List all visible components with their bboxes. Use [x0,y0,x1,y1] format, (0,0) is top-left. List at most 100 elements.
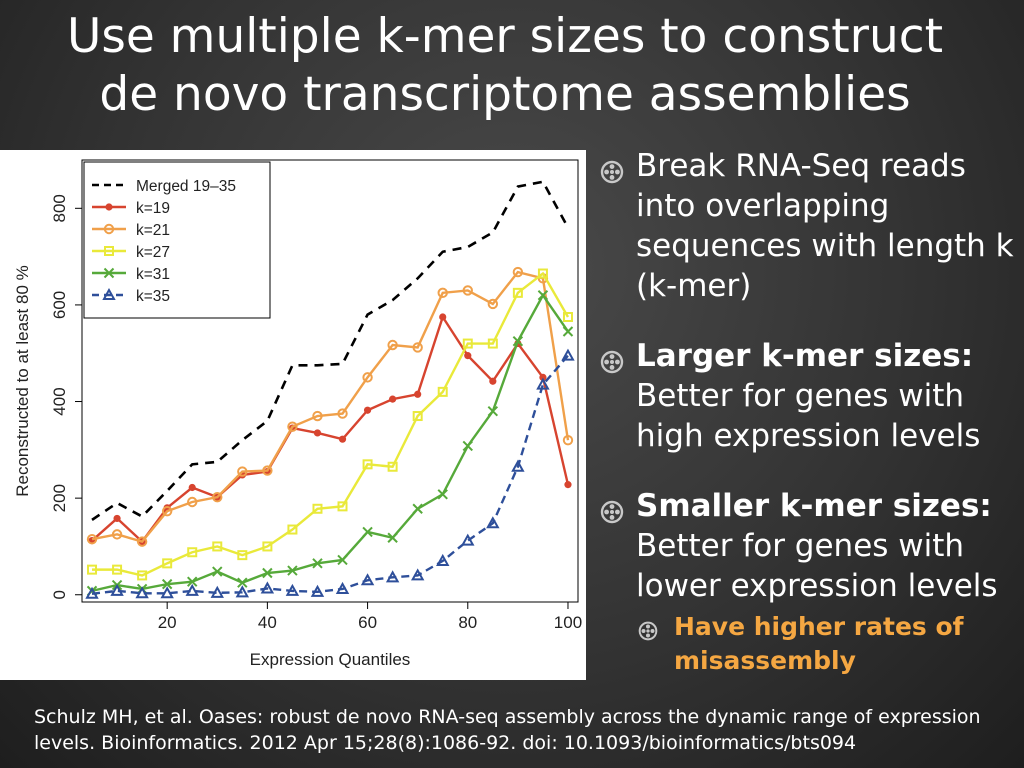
series-line [91,292,569,593]
data-point [210,585,224,598]
legend-entry: k=27 [92,244,170,261]
bullet-bold-text: Larger k-mer sizes: [636,338,974,374]
chart-svg: 20 40 60 80 100 0 200 400 600 800 Expression Quant… [13,159,582,669]
series-line [91,354,569,595]
data-point [489,377,497,385]
bullet-list: Break RNA-Seq reads into overlapping seq… [598,146,1018,678]
data-point [387,461,398,472]
data-point [487,298,499,310]
data-point [562,434,574,446]
film-reel-icon [638,616,658,650]
line-chart: 20 40 60 80 100 0 200 400 600 800 Expression Quant… [0,150,586,680]
data-point [160,586,174,599]
data-point [312,558,323,569]
legend-marker [103,267,115,279]
data-point [412,503,423,514]
data-point [86,534,98,545]
data-point [136,536,148,547]
data-point [562,311,573,322]
bullet-item: Smaller k-mer sizes: Better for genes wi… [598,486,1018,606]
data-point [362,526,373,538]
data-point [511,459,525,472]
y-tick-label: 200 [50,484,69,512]
bullet-text: Break RNA-Seq reads into overlapping seq… [636,148,1014,304]
data-point [537,290,549,301]
x-tick-label: 80 [458,613,477,632]
data-point [237,550,248,561]
sub-bullet-text: Have higher rates of misassembly [674,612,964,675]
series-0 [91,180,570,521]
legend-entry: k=19 [92,200,170,217]
data-point [412,342,423,353]
series-line [91,180,570,521]
legend-entry: k=31 [92,266,170,283]
citation: Schulz MH, et al. Oases: robust de novo … [34,706,981,754]
data-point [537,268,548,279]
legend-marker [102,287,116,300]
data-point [235,585,250,598]
x-tick-label: 60 [358,613,377,632]
series-line [92,271,570,577]
chart-legend: Merged 19–35 k=19 k=21 k=27 k=31 k=35 [83,161,271,319]
data-point [262,465,273,476]
data-point [135,586,149,599]
data-point [436,553,450,566]
data-point [137,570,148,581]
data-point [237,577,248,588]
series-line [91,314,570,544]
y-tick-label: 0 [50,590,69,599]
data-point [462,338,473,349]
data-point [112,564,123,575]
data-point [512,287,523,298]
data-point [464,352,472,360]
data-point [360,573,375,586]
data-point [462,440,473,452]
data-point [85,586,99,599]
data-point [562,326,574,337]
data-point [212,491,223,503]
data-point [161,578,173,590]
data-point [437,386,448,397]
data-point [461,533,475,546]
data-point [113,514,121,523]
sub-bullet-item: Have higher rates of misassembly [636,610,1018,678]
film-reel-icon [600,344,624,384]
data-point [87,564,98,575]
data-point [487,405,499,417]
film-reel-icon [600,154,624,194]
film-reel-icon [600,494,624,534]
legend-marker [104,246,114,256]
data-point [337,501,348,512]
slide-title: Use multiple k-mer sizes to construct de… [0,8,1010,124]
data-point [162,558,173,569]
bullet-item: Larger k-mer sizes: Better for genes wit… [598,336,1018,456]
series-5 [85,348,575,599]
legend-entry: Merged 19–35 [92,178,236,195]
data-point [185,583,199,596]
data-point [111,529,123,540]
title-line-2: de novo transcriptome assemblies [99,67,911,122]
data-point [486,516,500,529]
data-point [337,408,348,419]
data-point [536,377,550,390]
data-point [362,459,373,470]
data-point [439,313,447,321]
legend-label: k=31 [136,266,170,283]
series-3 [87,268,573,581]
data-point [187,496,198,508]
data-point [260,581,275,594]
data-point [310,584,325,597]
x-tick-label: 100 [554,613,582,632]
plot-frame [81,159,579,603]
legend-box [83,161,271,319]
data-point [285,583,300,596]
data-point [462,285,473,296]
data-point [512,335,524,347]
data-point [187,547,198,558]
data-point [561,348,575,361]
legend-label: Merged 19–35 [136,178,236,195]
data-point [539,373,547,381]
title-line-1: Use multiple k-mer sizes to construct [66,9,944,64]
data-point [387,339,398,351]
y-tick-label: 800 [50,194,69,222]
